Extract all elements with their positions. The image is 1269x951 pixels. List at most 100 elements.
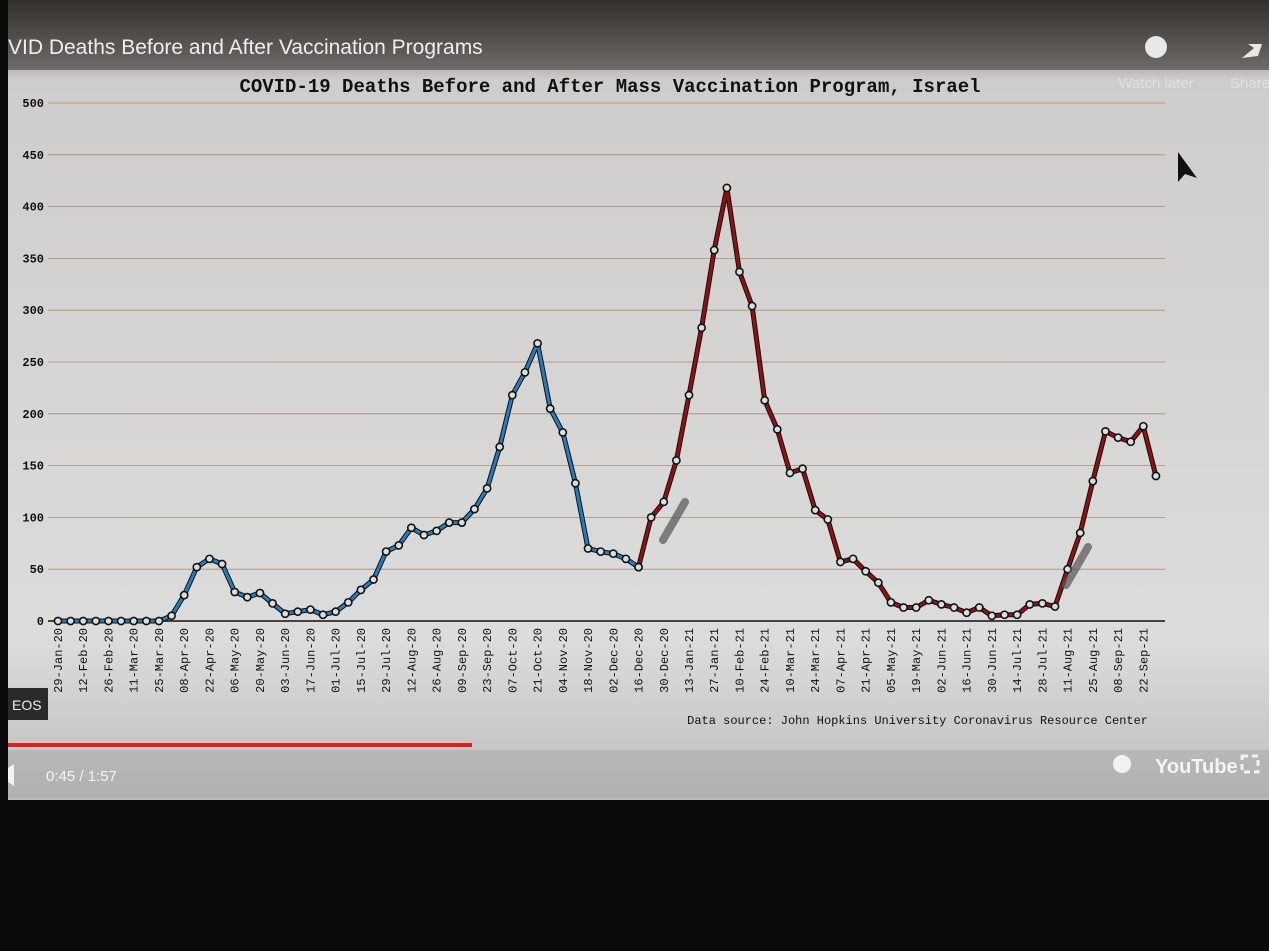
brand[interactable]: YouTube xyxy=(1155,756,1238,778)
data-point xyxy=(482,483,492,493)
fullscreen-icon[interactable] xyxy=(1240,754,1260,774)
data-point xyxy=(432,526,441,536)
x-tick-label: 02-Jun-21 xyxy=(935,628,949,693)
more-videos-box[interactable] xyxy=(8,688,48,720)
data-point xyxy=(1037,598,1047,608)
series-line xyxy=(637,186,1158,618)
y-tick-label: 300 xyxy=(22,304,44,318)
data-point xyxy=(760,395,770,405)
data-point xyxy=(381,547,391,556)
data-point xyxy=(1000,610,1009,620)
share[interactable]: Share xyxy=(1230,75,1269,92)
data-point xyxy=(810,505,820,515)
x-tick-label: 22-Sep-21 xyxy=(1137,628,1151,693)
x-tick-label: 12-Feb-20 xyxy=(77,628,91,693)
data-point xyxy=(242,592,252,602)
x-tick-label: 02-Dec-20 xyxy=(607,628,621,693)
x-tick-label: 08-Apr-20 xyxy=(178,628,192,693)
data-point xyxy=(179,590,189,600)
data-point xyxy=(684,390,694,400)
data-point xyxy=(772,424,782,434)
chart-title: COVID-19 Deaths Before and After Mass Va… xyxy=(239,76,980,98)
y-tick-label: 450 xyxy=(22,149,44,163)
x-tick-label: 16-Dec-20 xyxy=(633,628,647,693)
x-tick-label: 22-Apr-20 xyxy=(203,628,217,693)
data-point xyxy=(255,588,265,598)
x-tick-label: 10-Feb-21 xyxy=(733,628,747,693)
x-tick-label: 24-Feb-21 xyxy=(759,628,773,693)
data-point xyxy=(911,603,921,612)
data-point xyxy=(659,497,669,507)
data-point xyxy=(520,367,530,377)
video-title[interactable]: VID Deaths Before and After Vaccination … xyxy=(8,36,483,59)
data-point xyxy=(861,566,871,576)
data-point xyxy=(129,616,139,626)
x-tick-label: 04-Nov-20 xyxy=(557,628,571,693)
data-point xyxy=(608,549,618,559)
data-point xyxy=(785,468,795,478)
data-point xyxy=(924,595,934,605)
plot: 0 50 100 150 200 250 300 350 400 450 500 29-Jan-20 1… xyxy=(22,97,1165,693)
data-point xyxy=(444,518,454,527)
y-tick-label: 150 xyxy=(22,460,44,474)
x-tick-label: 25-Mar-20 xyxy=(153,628,167,693)
video-frame xyxy=(8,0,1269,800)
y-tick-label: 400 xyxy=(22,201,44,215)
more-videos[interactable]: EOS xyxy=(12,697,42,713)
data-point xyxy=(1113,433,1123,443)
progress-played[interactable] xyxy=(8,743,472,747)
data-point xyxy=(709,245,719,255)
y-tick-label: 500 xyxy=(22,97,44,111)
x-tick-label: 10-Mar-21 xyxy=(784,628,798,693)
data-point xyxy=(78,616,88,626)
data-point xyxy=(735,267,744,277)
x-tick-label: 17-Jun-20 xyxy=(304,628,318,693)
y-tick-label: 0 xyxy=(37,615,44,629)
data-point xyxy=(974,603,984,612)
volume-icon[interactable] xyxy=(8,764,14,786)
watch-later-icon[interactable] xyxy=(1145,36,1167,58)
x-tick-label: 15-Jul-20 xyxy=(355,628,369,693)
data-point xyxy=(1012,610,1022,620)
settings-icon[interactable] xyxy=(1113,755,1131,773)
y-tick-label: 200 xyxy=(22,408,44,422)
data-point xyxy=(987,611,997,621)
y-tick-label: 50 xyxy=(30,563,44,577)
data-point xyxy=(873,578,883,588)
data-point xyxy=(1088,476,1098,486)
x-tick-label: 07-Oct-20 xyxy=(506,628,520,693)
x-tick-label: 24-Mar-21 xyxy=(809,628,823,693)
data-point xyxy=(722,183,732,193)
x-tick-label: 14-Jul-21 xyxy=(1011,628,1025,693)
x-tick-label: 30-Jun-21 xyxy=(986,628,1000,693)
data-point xyxy=(937,600,946,609)
data-point xyxy=(91,616,101,626)
data-point xyxy=(1050,602,1060,611)
x-tick-label: 11-Mar-20 xyxy=(128,628,142,693)
x-tick-label: 19-May-21 xyxy=(910,628,924,693)
share-icon[interactable] xyxy=(1242,44,1262,58)
x-tick-label: 29-Jan-20 xyxy=(52,628,66,693)
x-tick-label: 09-Sep-20 xyxy=(456,628,470,693)
data-point xyxy=(205,554,214,564)
data-point xyxy=(558,428,568,437)
progress-track[interactable] xyxy=(8,743,1269,747)
watch-later[interactable]: Watch later xyxy=(1118,75,1193,92)
x-tick-label: 08-Sep-21 xyxy=(1112,628,1126,693)
y-tick-label: 100 xyxy=(22,511,44,525)
x-tick-label: 11-Aug-21 xyxy=(1062,628,1076,693)
data-point xyxy=(823,515,833,524)
data-point xyxy=(583,544,593,553)
data-point xyxy=(747,301,757,311)
x-tick-label: 30-Dec-20 xyxy=(658,628,672,693)
data-point xyxy=(798,464,807,474)
x-tick-label: 21-Apr-21 xyxy=(860,628,874,693)
data-point xyxy=(154,616,164,626)
time: 0:45 / 1:57 xyxy=(46,768,117,785)
data-point xyxy=(356,585,366,595)
data-point xyxy=(167,611,176,621)
data-point xyxy=(457,518,467,527)
data-point xyxy=(596,547,606,556)
data-point xyxy=(848,554,858,564)
